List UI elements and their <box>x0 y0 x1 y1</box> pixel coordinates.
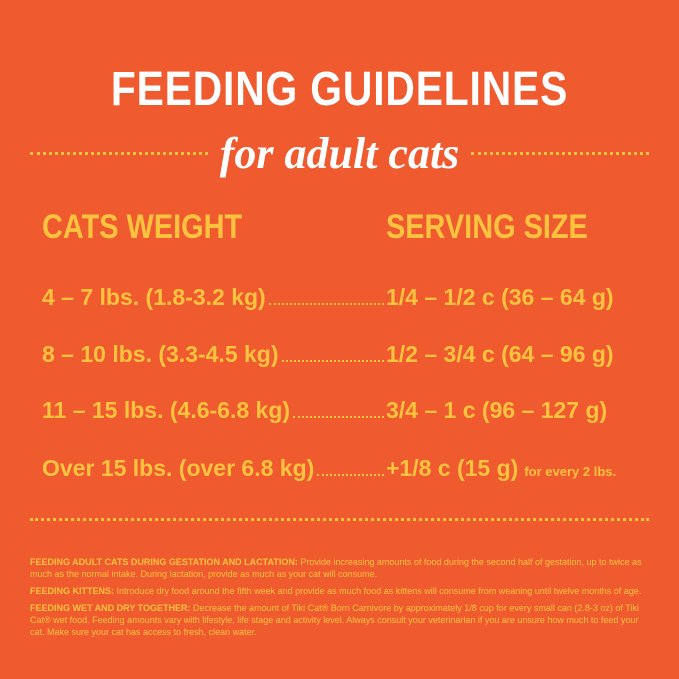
dot-leader <box>281 360 384 362</box>
column-header: SERVING SIZE <box>386 208 588 246</box>
subtitle-row: for adult cats <box>30 128 650 179</box>
table-row: Over 15 lbs. (over 6.8 kg) +1/8 c (15 g) f… <box>42 455 662 482</box>
title: FEEDING GUIDELINES <box>110 63 569 116</box>
serving-note: for every 2 lbs. <box>524 464 617 479</box>
notes: FEEDING ADULT CATS DURING GESTATION AND … <box>30 556 650 643</box>
weight: Over 15 lbs. (over 6.8 kg) <box>42 455 315 481</box>
note: FEEDING ADULT CATS DURING GESTATION AND … <box>30 556 650 580</box>
note-text: Decrease the amount of Tiki Cat® Born Ca… <box>30 603 639 637</box>
serving-size: +1/8 c (15 g) <box>386 455 519 481</box>
serving-size: 3/4 – 1 c (96 – 127 g) <box>386 397 608 423</box>
dotted-rule <box>30 152 208 155</box>
dot-leader <box>268 303 384 305</box>
dot-leader <box>317 474 384 476</box>
note-text: Introduce dry food around the fifth week… <box>116 586 642 596</box>
note-text: Provide increasing amounts of food durin… <box>30 557 642 579</box>
subtitle: for adult cats <box>219 129 460 178</box>
column-header: CATS WEIGHT <box>42 208 243 246</box>
weight: 11 – 15 lbs. (4.6-6.8 kg) <box>42 397 291 423</box>
weight: 4 – 7 lbs. (1.8-3.2 kg) <box>42 284 266 310</box>
note-label: FEEDING KITTENS: <box>30 586 115 596</box>
table-row: 8 – 10 lbs. (3.3-4.5 kg) 1/2 – 3/4 c (64 … <box>42 341 662 368</box>
table-row: 4 – 7 lbs. (1.8-3.2 kg) 1/4 – 1/2 c (36 –… <box>42 284 662 311</box>
note-label: FEEDING WET AND DRY TOGETHER: <box>30 603 191 613</box>
weight-cell: 8 – 10 lbs. (3.3-4.5 kg) <box>42 341 386 368</box>
note: FEEDING WET AND DRY TOGETHER: Decrease t… <box>30 602 650 638</box>
weight-cell: 11 – 15 lbs. (4.6-6.8 kg) <box>42 397 386 424</box>
table-row: 11 – 15 lbs. (4.6-6.8 kg) 3/4 – 1 c (96 –… <box>42 397 662 424</box>
dotted-rule <box>30 518 649 521</box>
weight-cell: 4 – 7 lbs. (1.8-3.2 kg) <box>42 284 386 311</box>
weight-cell: Over 15 lbs. (over 6.8 kg) <box>42 455 386 482</box>
serving-size: 1/4 – 1/2 c (36 – 64 g) <box>386 284 614 310</box>
note-label: FEEDING ADULT CATS DURING GESTATION AND … <box>30 557 298 567</box>
serving-size: 1/2 – 3/4 c (64 – 96 g) <box>386 341 614 367</box>
dotted-rule <box>471 152 650 155</box>
note: FEEDING KITTENS: Introduce dry food arou… <box>30 585 650 597</box>
dot-leader <box>293 416 384 418</box>
weight: 8 – 10 lbs. (3.3-4.5 kg) <box>42 341 279 367</box>
